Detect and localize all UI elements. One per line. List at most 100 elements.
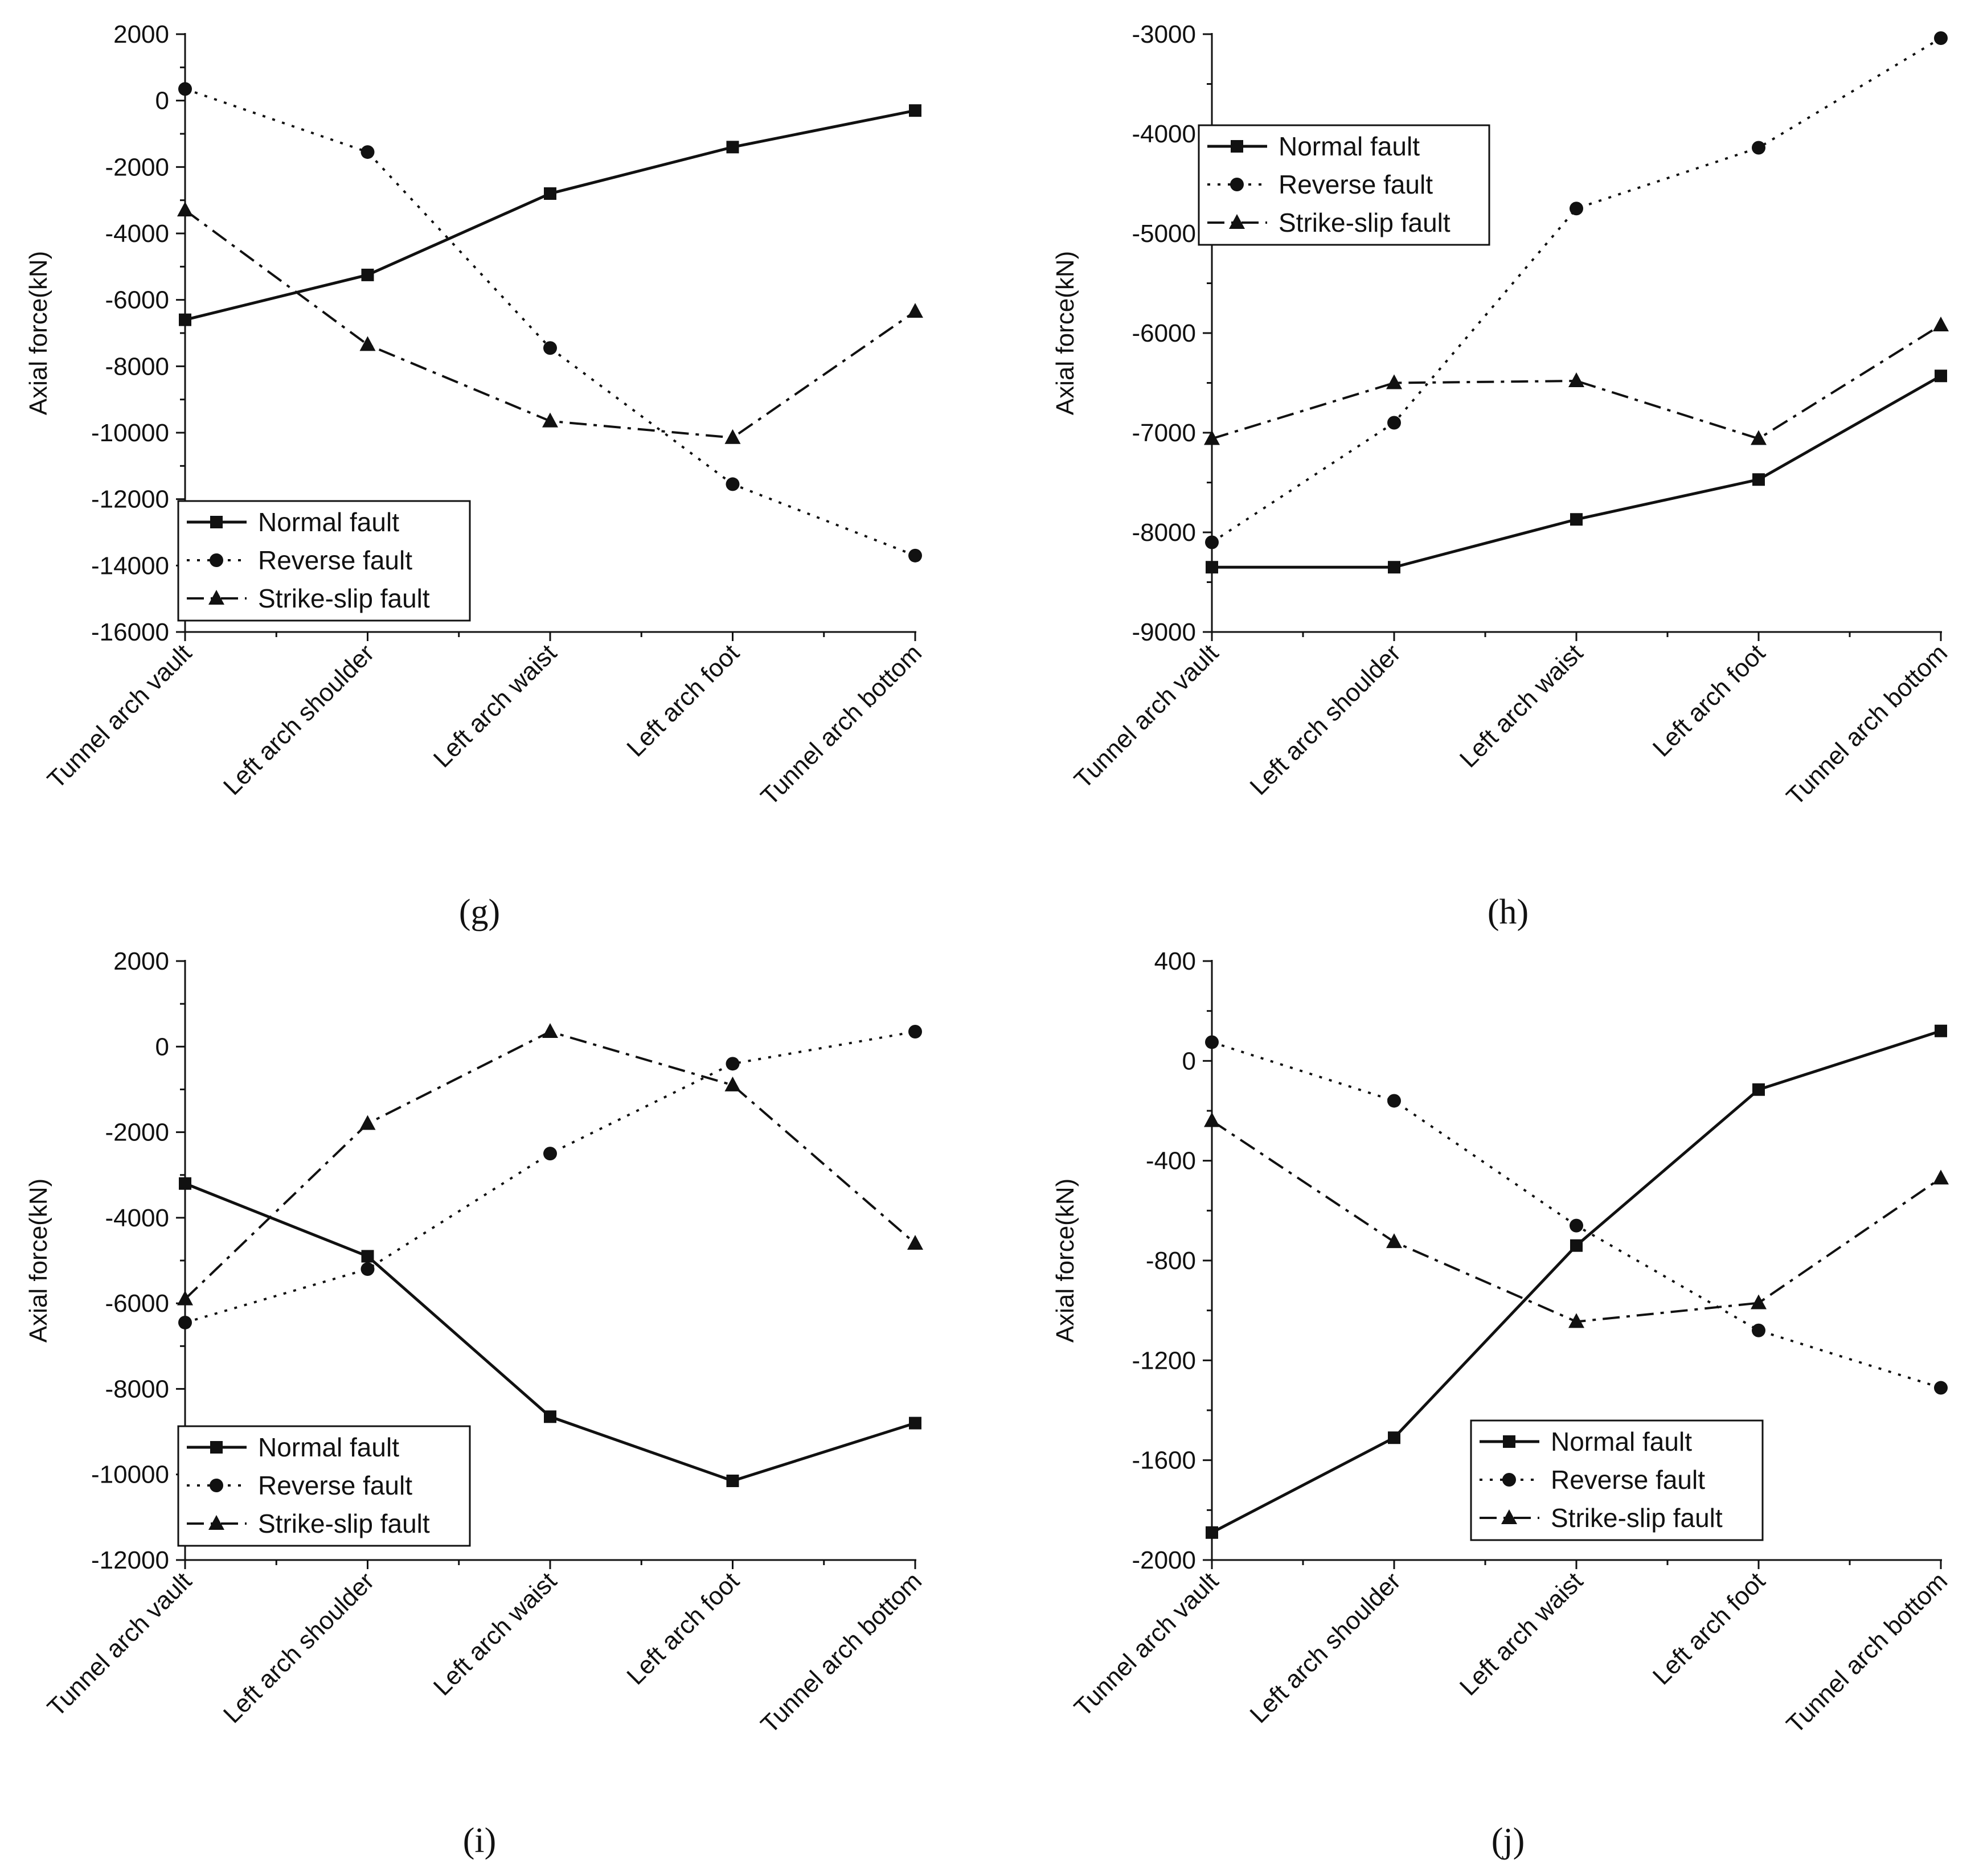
- y-tick-label: -7000: [1132, 419, 1196, 447]
- legend-label: Strike-slip fault: [258, 1509, 430, 1538]
- y-axis-title: Axial force(kN): [24, 251, 52, 416]
- data-point-square: [1388, 1431, 1400, 1444]
- data-point-square: [1570, 1239, 1583, 1252]
- legend-label: Reverse fault: [1551, 1465, 1705, 1495]
- x-tick-label: Left arch waist: [428, 639, 562, 773]
- panel-label-g: (g): [459, 893, 500, 931]
- x-tick-label: Left arch foot: [621, 1567, 744, 1690]
- data-point-square: [1570, 513, 1583, 526]
- y-tick-label: -6000: [1132, 319, 1196, 347]
- data-point-triangle: [1751, 430, 1767, 445]
- x-tick-label: Tunnel arch bottom: [756, 1567, 928, 1739]
- x-tick-label: Left arch shoulder: [1244, 1567, 1406, 1729]
- data-point-triangle: [724, 1076, 741, 1091]
- legend-marker-square: [1503, 1435, 1515, 1448]
- panel-label-i: (i): [463, 1821, 497, 1860]
- x-tick-label: Tunnel arch bottom: [756, 639, 928, 811]
- data-point-square: [726, 141, 739, 154]
- data-point-circle: [1205, 535, 1219, 549]
- y-tick-label: -5000: [1132, 220, 1196, 248]
- data-point-triangle: [907, 303, 923, 318]
- data-point-circle: [908, 548, 922, 563]
- legend-marker-triangle: [208, 1515, 224, 1530]
- data-point-circle: [726, 1057, 740, 1071]
- data-point-triangle: [907, 1234, 923, 1250]
- data-point-circle: [178, 1315, 192, 1329]
- y-tick-label: -1600: [1132, 1447, 1196, 1475]
- legend-marker-circle: [1502, 1473, 1516, 1487]
- y-tick-label: -400: [1146, 1147, 1196, 1175]
- data-point-circle: [1752, 1323, 1765, 1337]
- data-point-circle: [1934, 1381, 1948, 1395]
- data-point-triangle: [359, 336, 376, 351]
- chart-panel-i: 20000-2000-4000-6000-8000-10000-12000Tun…: [24, 947, 927, 1739]
- data-point-square: [909, 104, 921, 117]
- data-point-triangle: [1751, 1294, 1767, 1309]
- data-point-square: [909, 1417, 921, 1430]
- y-tick-label: -12000: [91, 1546, 169, 1574]
- legend-label: Normal fault: [1551, 1427, 1692, 1456]
- y-tick-label: 2000: [113, 20, 169, 48]
- data-point-square: [361, 268, 374, 281]
- y-tick-label: -9000: [1132, 618, 1196, 646]
- data-point-circle: [1387, 416, 1401, 430]
- legend-label: Normal fault: [258, 507, 399, 537]
- x-tick-label: Tunnel arch bottom: [1781, 639, 1953, 811]
- y-tick-label: 0: [1182, 1047, 1196, 1075]
- y-tick-label: -4000: [1132, 120, 1196, 148]
- data-point-circle: [178, 82, 192, 96]
- legend-marker-triangle: [1229, 214, 1245, 229]
- x-tick-label: Tunnel arch vault: [1069, 1567, 1224, 1722]
- data-point-triangle: [1386, 1233, 1402, 1249]
- data-point-square: [1388, 561, 1400, 574]
- y-tick-label: 400: [1154, 947, 1196, 975]
- x-tick-label: Left arch waist: [1454, 1567, 1588, 1701]
- data-point-circle: [543, 341, 557, 355]
- data-point-square: [1206, 561, 1218, 574]
- y-tick-label: -2000: [105, 153, 169, 181]
- legend-label: Reverse fault: [258, 545, 412, 575]
- y-tick-label: -800: [1146, 1247, 1196, 1275]
- legend-label: Reverse fault: [258, 1471, 412, 1500]
- data-point-square: [544, 1410, 556, 1423]
- panel-label-h: (h): [1488, 893, 1529, 931]
- data-point-square: [726, 1474, 739, 1487]
- data-point-triangle: [1204, 1112, 1220, 1127]
- series-line-reverse-fault: [185, 1031, 916, 1324]
- data-point-triangle: [724, 429, 741, 444]
- data-point-circle: [360, 145, 375, 159]
- series-line-reverse-fault: [1211, 37, 1942, 544]
- x-tick-label: Left arch foot: [621, 639, 744, 762]
- y-tick-label: -8000: [1132, 519, 1196, 547]
- data-point-square: [179, 313, 191, 326]
- data-point-square: [1206, 1526, 1218, 1539]
- x-tick-label: Left arch shoulder: [218, 1567, 380, 1729]
- data-point-circle: [908, 1024, 922, 1038]
- y-axis-title: Axial force(kN): [24, 1179, 52, 1343]
- y-tick-label: -16000: [91, 618, 169, 646]
- panel-label-j: (j): [1492, 1821, 1525, 1860]
- data-point-circle: [726, 477, 740, 491]
- x-tick-label: Left arch foot: [1648, 639, 1771, 762]
- legend-label: Normal fault: [258, 1432, 399, 1462]
- legend-marker-circle: [210, 553, 223, 567]
- data-point-square: [1752, 1083, 1765, 1096]
- data-point-circle: [1570, 1218, 1583, 1233]
- y-tick-label: -10000: [91, 1461, 169, 1489]
- legend-marker-circle: [210, 1479, 223, 1492]
- legend-label: Strike-slip fault: [258, 584, 430, 613]
- series-line-reverse-fault: [185, 88, 916, 557]
- legend-marker-triangle: [1501, 1509, 1517, 1524]
- legend-label: Reverse fault: [1279, 170, 1433, 199]
- data-point-triangle: [1933, 1169, 1949, 1185]
- data-point-triangle: [1568, 1313, 1584, 1328]
- data-point-circle: [1934, 31, 1948, 45]
- data-point-circle: [1205, 1035, 1219, 1049]
- y-axis-title: Axial force(kN): [1051, 1179, 1079, 1343]
- y-tick-label: -6000: [105, 286, 169, 314]
- data-point-circle: [1752, 141, 1765, 155]
- data-point-square: [1935, 370, 1947, 383]
- legend-label: Strike-slip fault: [1551, 1503, 1723, 1533]
